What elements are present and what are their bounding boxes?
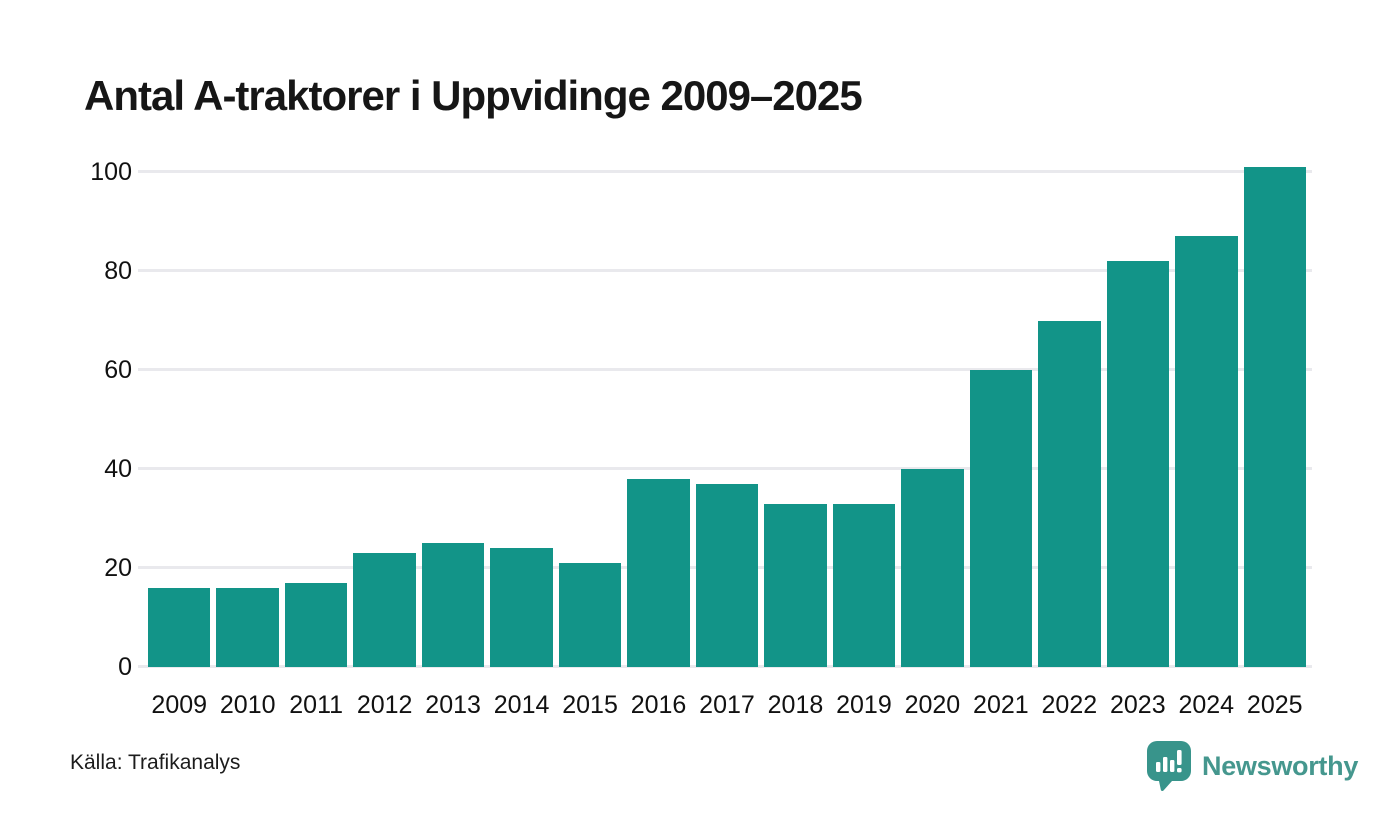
- gridline-100: [138, 170, 1312, 173]
- bar-col-2019: [832, 503, 896, 667]
- bar-col-2015: [558, 563, 622, 667]
- source-note: Källa: Trafikanalys: [70, 751, 241, 774]
- bar-col-2018: [764, 503, 827, 667]
- bar-2010: [216, 587, 279, 667]
- x-tick-label-2024: 2024: [1178, 691, 1235, 719]
- x-tick-label-2018: 2018: [767, 691, 824, 719]
- x-tick-label-2019: 2019: [836, 691, 892, 719]
- x-axis: 2009 2010 2011 2012 2013 2014 2015 2016 2017 2018…: [148, 691, 1306, 720]
- x-tick-label-2017: 2017: [699, 691, 755, 719]
- newsworthy-logo-text: Newsworthy: [1202, 750, 1359, 781]
- bar-2015: [558, 563, 622, 667]
- x-tick-label-2014: 2014: [493, 691, 550, 719]
- x-tick-label-2011: 2011: [289, 691, 344, 719]
- y-tick-label-60: 60: [104, 356, 132, 384]
- x-tick-label-2010: 2010: [219, 691, 276, 719]
- gridline-40: [138, 467, 1312, 470]
- gridline-60: [138, 368, 1312, 371]
- x-tick-label-2009: 2009: [151, 691, 208, 719]
- y-tick-label-0: 0: [118, 653, 132, 681]
- bar-col-2016: [627, 478, 690, 667]
- x-tick-label-2025: 2025: [1246, 691, 1303, 719]
- x-tick-label-2013: 2013: [425, 691, 481, 719]
- bar-col-2020: [901, 469, 964, 667]
- y-tick-label-100: 100: [90, 158, 132, 186]
- x-tick-label-2015: 2015: [562, 691, 618, 719]
- page-title: Antal A-traktorer i Uppvidinge 2009–2025: [84, 72, 863, 119]
- x-tick-label-2020: 2020: [904, 691, 961, 719]
- gridline-80: [138, 269, 1312, 272]
- bar-col-2011: [284, 582, 348, 667]
- bar-col-2013: [421, 543, 485, 667]
- x-tick-label-2021: 2021: [973, 691, 1029, 719]
- bar-col-2017: [695, 483, 759, 667]
- x-tick-label-2022: 2022: [1041, 691, 1098, 719]
- bar-series: [148, 160, 1306, 667]
- bar-2019: [832, 503, 896, 667]
- bar-2009: [148, 587, 211, 667]
- bar-2018: [764, 503, 827, 667]
- bar-2022: [1038, 320, 1101, 667]
- bar-2024: [1175, 236, 1238, 667]
- x-tick-label-2023: 2023: [1109, 691, 1166, 719]
- bar-2021: [969, 370, 1033, 667]
- bar-col-2022: [1038, 320, 1101, 667]
- x-tick-label-2012: 2012: [356, 691, 413, 719]
- bar-2017: [695, 483, 759, 667]
- bar-col-2025: [1243, 167, 1306, 667]
- bar-2020: [901, 469, 964, 667]
- bar-2013: [421, 543, 485, 667]
- bar-col-2021: [969, 370, 1033, 667]
- y-tick-label-80: 80: [104, 257, 132, 285]
- bar-2011: [284, 582, 348, 667]
- bar-col-2014: [490, 548, 553, 667]
- bar-2014: [490, 548, 553, 667]
- bar-2023: [1106, 261, 1170, 667]
- bar-2025: [1243, 167, 1306, 667]
- newsworthy-logo: Newsworthy: [1146, 740, 1358, 792]
- y-tick-label-20: 20: [104, 554, 132, 582]
- bar-2016: [627, 478, 690, 667]
- bar-col-2024: [1175, 236, 1238, 667]
- bar-col-2012: [353, 553, 416, 667]
- newsworthy-bubble-bar-chart-icon: [1146, 740, 1192, 792]
- x-tick-label-2016: 2016: [630, 691, 687, 719]
- bar-col-2009: [148, 587, 211, 667]
- bar-2012: [353, 553, 416, 667]
- bar-col-2010: [216, 587, 279, 667]
- y-tick-label-40: 40: [104, 455, 132, 483]
- bar-col-2023: [1106, 261, 1170, 667]
